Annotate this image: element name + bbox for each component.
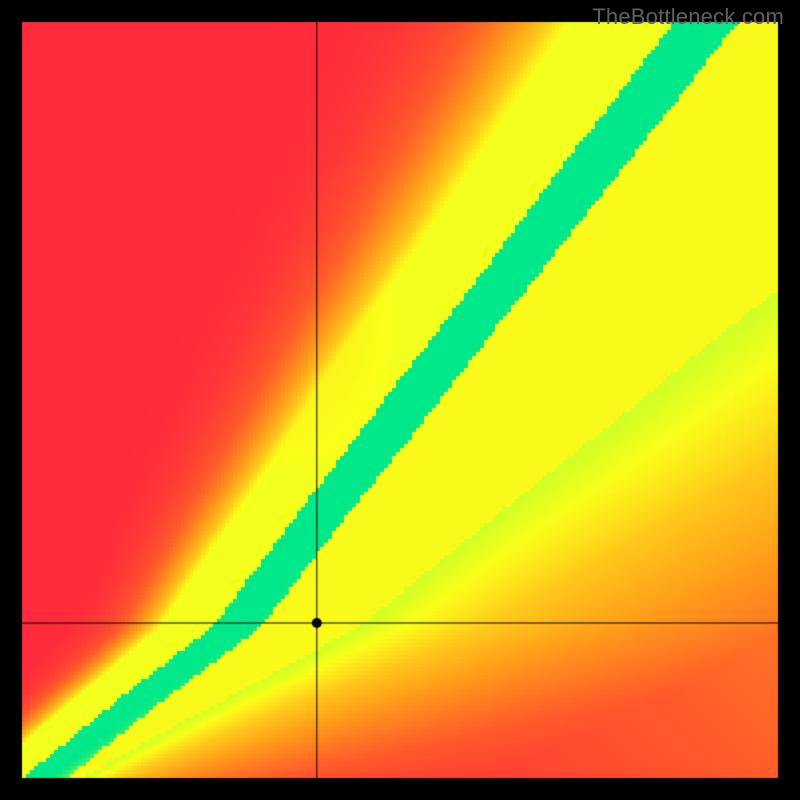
watermark-label: TheBottleneck.com [592,4,784,30]
bottleneck-heatmap [0,0,800,800]
chart-container: TheBottleneck.com [0,0,800,800]
